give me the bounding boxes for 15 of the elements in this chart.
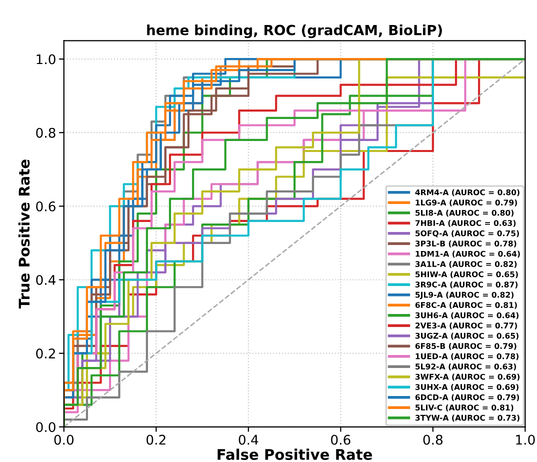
x-tick-label: 0.0 <box>54 434 74 445</box>
y-tick-label: 0.4 <box>36 274 56 285</box>
y-tick-label: 0.8 <box>36 128 56 138</box>
y-tick-label: 1.0 <box>36 54 56 64</box>
x-tick-label: 0.4 <box>238 434 258 445</box>
x-tick-label: 0.8 <box>423 434 443 445</box>
chart-title: heme binding, ROC (gradCAM, BioLiP) <box>147 24 442 38</box>
y-tick-label: 0.6 <box>36 201 56 212</box>
x-tick-label: 0.6 <box>331 434 350 445</box>
x-tick-label: 0.2 <box>146 434 166 445</box>
x-axis-title: False Positive Rate <box>218 448 372 460</box>
y-tick-label: 0.0 <box>36 422 56 432</box>
y-axis-title: True Positive Rate <box>18 160 30 309</box>
x-tick-label: 1.0 <box>516 434 535 445</box>
y-tick-label: 0.2 <box>36 348 55 359</box>
